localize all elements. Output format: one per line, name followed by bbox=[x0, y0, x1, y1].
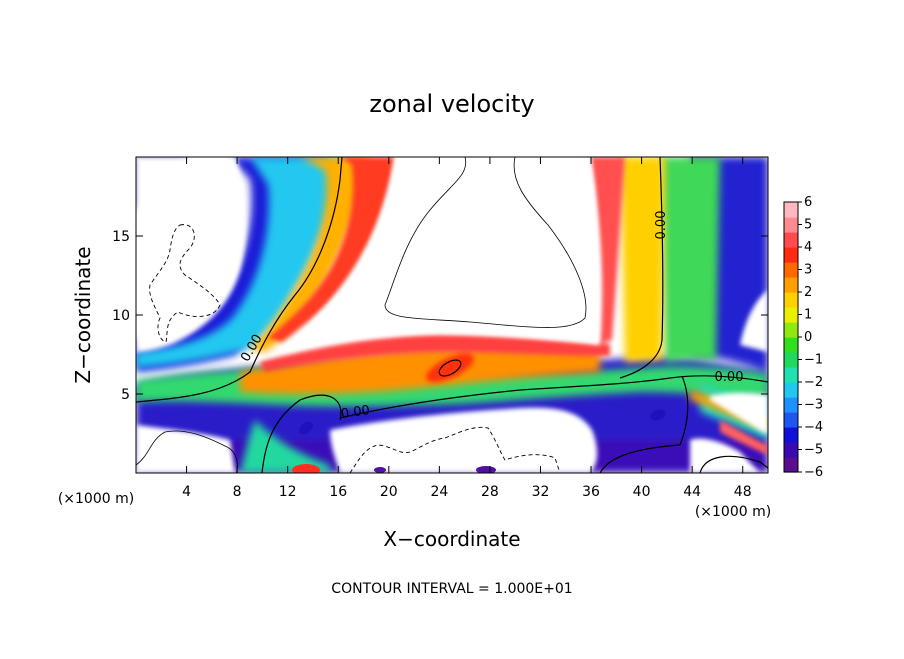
x-tick-label: 16 bbox=[329, 484, 347, 500]
plot-area: 0.00 0.00 0.00 0.00 bbox=[136, 157, 768, 473]
colorbar-swatch bbox=[784, 202, 798, 218]
colorbar-swatch bbox=[784, 322, 798, 338]
colorbar-swatch bbox=[784, 442, 798, 458]
contour-zero-right bbox=[619, 157, 664, 379]
contour-zero-lower-right bbox=[599, 375, 689, 473]
contour-label-4: 0.00 bbox=[715, 370, 744, 385]
contour-zero-left bbox=[136, 157, 343, 403]
colorbar: 6 5 4 3 2 1 0 −1 −2 −3 −4 −5 −6 bbox=[783, 195, 823, 480]
colorbar-tick-label: −4 bbox=[804, 420, 823, 435]
colorbar-swatch bbox=[784, 277, 798, 293]
contour-zero-bottom-right bbox=[699, 455, 768, 473]
colorbar-swatch bbox=[784, 262, 798, 278]
contour-zero-lower-left bbox=[261, 394, 342, 473]
y-tick-label: 15 bbox=[112, 229, 130, 245]
contour-negative-dashed-upper bbox=[149, 224, 221, 343]
colorbar-tick-label: 2 bbox=[804, 285, 812, 300]
contour-zero-ellipse bbox=[438, 359, 462, 377]
colorbar-tick-label: −2 bbox=[804, 375, 823, 390]
contour-positive-thin bbox=[384, 157, 587, 328]
x-tick-label: 4 bbox=[182, 484, 191, 500]
colorbar-swatch bbox=[784, 307, 798, 323]
contour-lower-solid bbox=[136, 430, 238, 473]
contour-label-2: 0.00 bbox=[340, 403, 371, 422]
colorbar-tick-label: 0 bbox=[804, 330, 812, 345]
colorbar-tick-label: 3 bbox=[804, 263, 812, 278]
colorbar-swatch bbox=[784, 457, 798, 473]
x-tick-label: 8 bbox=[233, 484, 242, 500]
y-tick-label: 5 bbox=[121, 387, 130, 403]
x-tick-label: 28 bbox=[481, 484, 499, 500]
y-axis: 5 10 15 bbox=[112, 229, 768, 403]
contour-interval-note: CONTOUR INTERVAL = 1.000E+01 bbox=[331, 581, 572, 597]
colorbar-tick-label: −1 bbox=[804, 353, 823, 368]
y-tick-label: 10 bbox=[112, 308, 130, 324]
colorbar-swatch bbox=[784, 217, 798, 233]
x-tick-label: 48 bbox=[734, 484, 752, 500]
x-tick-label: 20 bbox=[380, 484, 398, 500]
colorbar-swatch bbox=[784, 382, 798, 398]
colorbar-swatch bbox=[784, 367, 798, 383]
contour-labels: 0.00 0.00 0.00 0.00 bbox=[238, 211, 743, 422]
contour-zero-center bbox=[339, 375, 768, 419]
x-tick-label: 24 bbox=[430, 484, 448, 500]
colorbar-swatch bbox=[784, 352, 798, 368]
colorbar-swatch bbox=[784, 337, 798, 353]
x-axis: 4 8 12 16 20 24 28 32 36 40 44 48 bbox=[182, 157, 752, 500]
heatmap-specks bbox=[292, 409, 666, 473]
colorbar-tick-label: 5 bbox=[804, 218, 812, 233]
colorbar-tick-label: 1 bbox=[804, 308, 812, 323]
x-tick-label: 40 bbox=[633, 484, 651, 500]
heatmap-white-regions bbox=[136, 157, 768, 473]
colorbar-swatch bbox=[784, 247, 798, 263]
x-tick-label: 44 bbox=[683, 484, 701, 500]
chart-title: zonal velocity bbox=[369, 90, 534, 118]
contour-label-3: 0.00 bbox=[654, 211, 669, 240]
colorbar-tick-label: −3 bbox=[804, 398, 823, 413]
colorbar-swatch bbox=[784, 397, 798, 413]
y-axis-title: Z−coordinate bbox=[71, 246, 95, 383]
contour-lines bbox=[136, 157, 768, 473]
colorbar-swatch bbox=[784, 427, 798, 443]
colorbar-swatch bbox=[784, 232, 798, 248]
colorbar-tick-label: −5 bbox=[804, 443, 823, 458]
x-unit-label-left: (×1000 m) bbox=[58, 491, 134, 507]
colorbar-tick-label: 6 bbox=[804, 195, 812, 210]
colorbar-swatch bbox=[784, 292, 798, 308]
x-tick-label: 12 bbox=[279, 484, 297, 500]
colorbar-swatch bbox=[784, 412, 798, 428]
colorbar-tick-label: −6 bbox=[804, 465, 823, 480]
x-tick-label: 36 bbox=[582, 484, 600, 500]
x-axis-title: X−coordinate bbox=[383, 527, 520, 551]
x-tick-label: 32 bbox=[532, 484, 550, 500]
x-unit-label-right: (×1000 m) bbox=[695, 504, 771, 520]
contour-negative-dashed-lower bbox=[349, 426, 561, 473]
colorbar-tick-label: 4 bbox=[804, 240, 812, 255]
